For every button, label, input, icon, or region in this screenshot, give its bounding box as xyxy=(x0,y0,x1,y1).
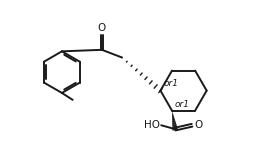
Text: O: O xyxy=(194,120,202,130)
Text: or1: or1 xyxy=(164,79,178,88)
Text: or1: or1 xyxy=(174,100,189,109)
Text: HO: HO xyxy=(144,120,160,130)
Text: O: O xyxy=(98,23,106,33)
